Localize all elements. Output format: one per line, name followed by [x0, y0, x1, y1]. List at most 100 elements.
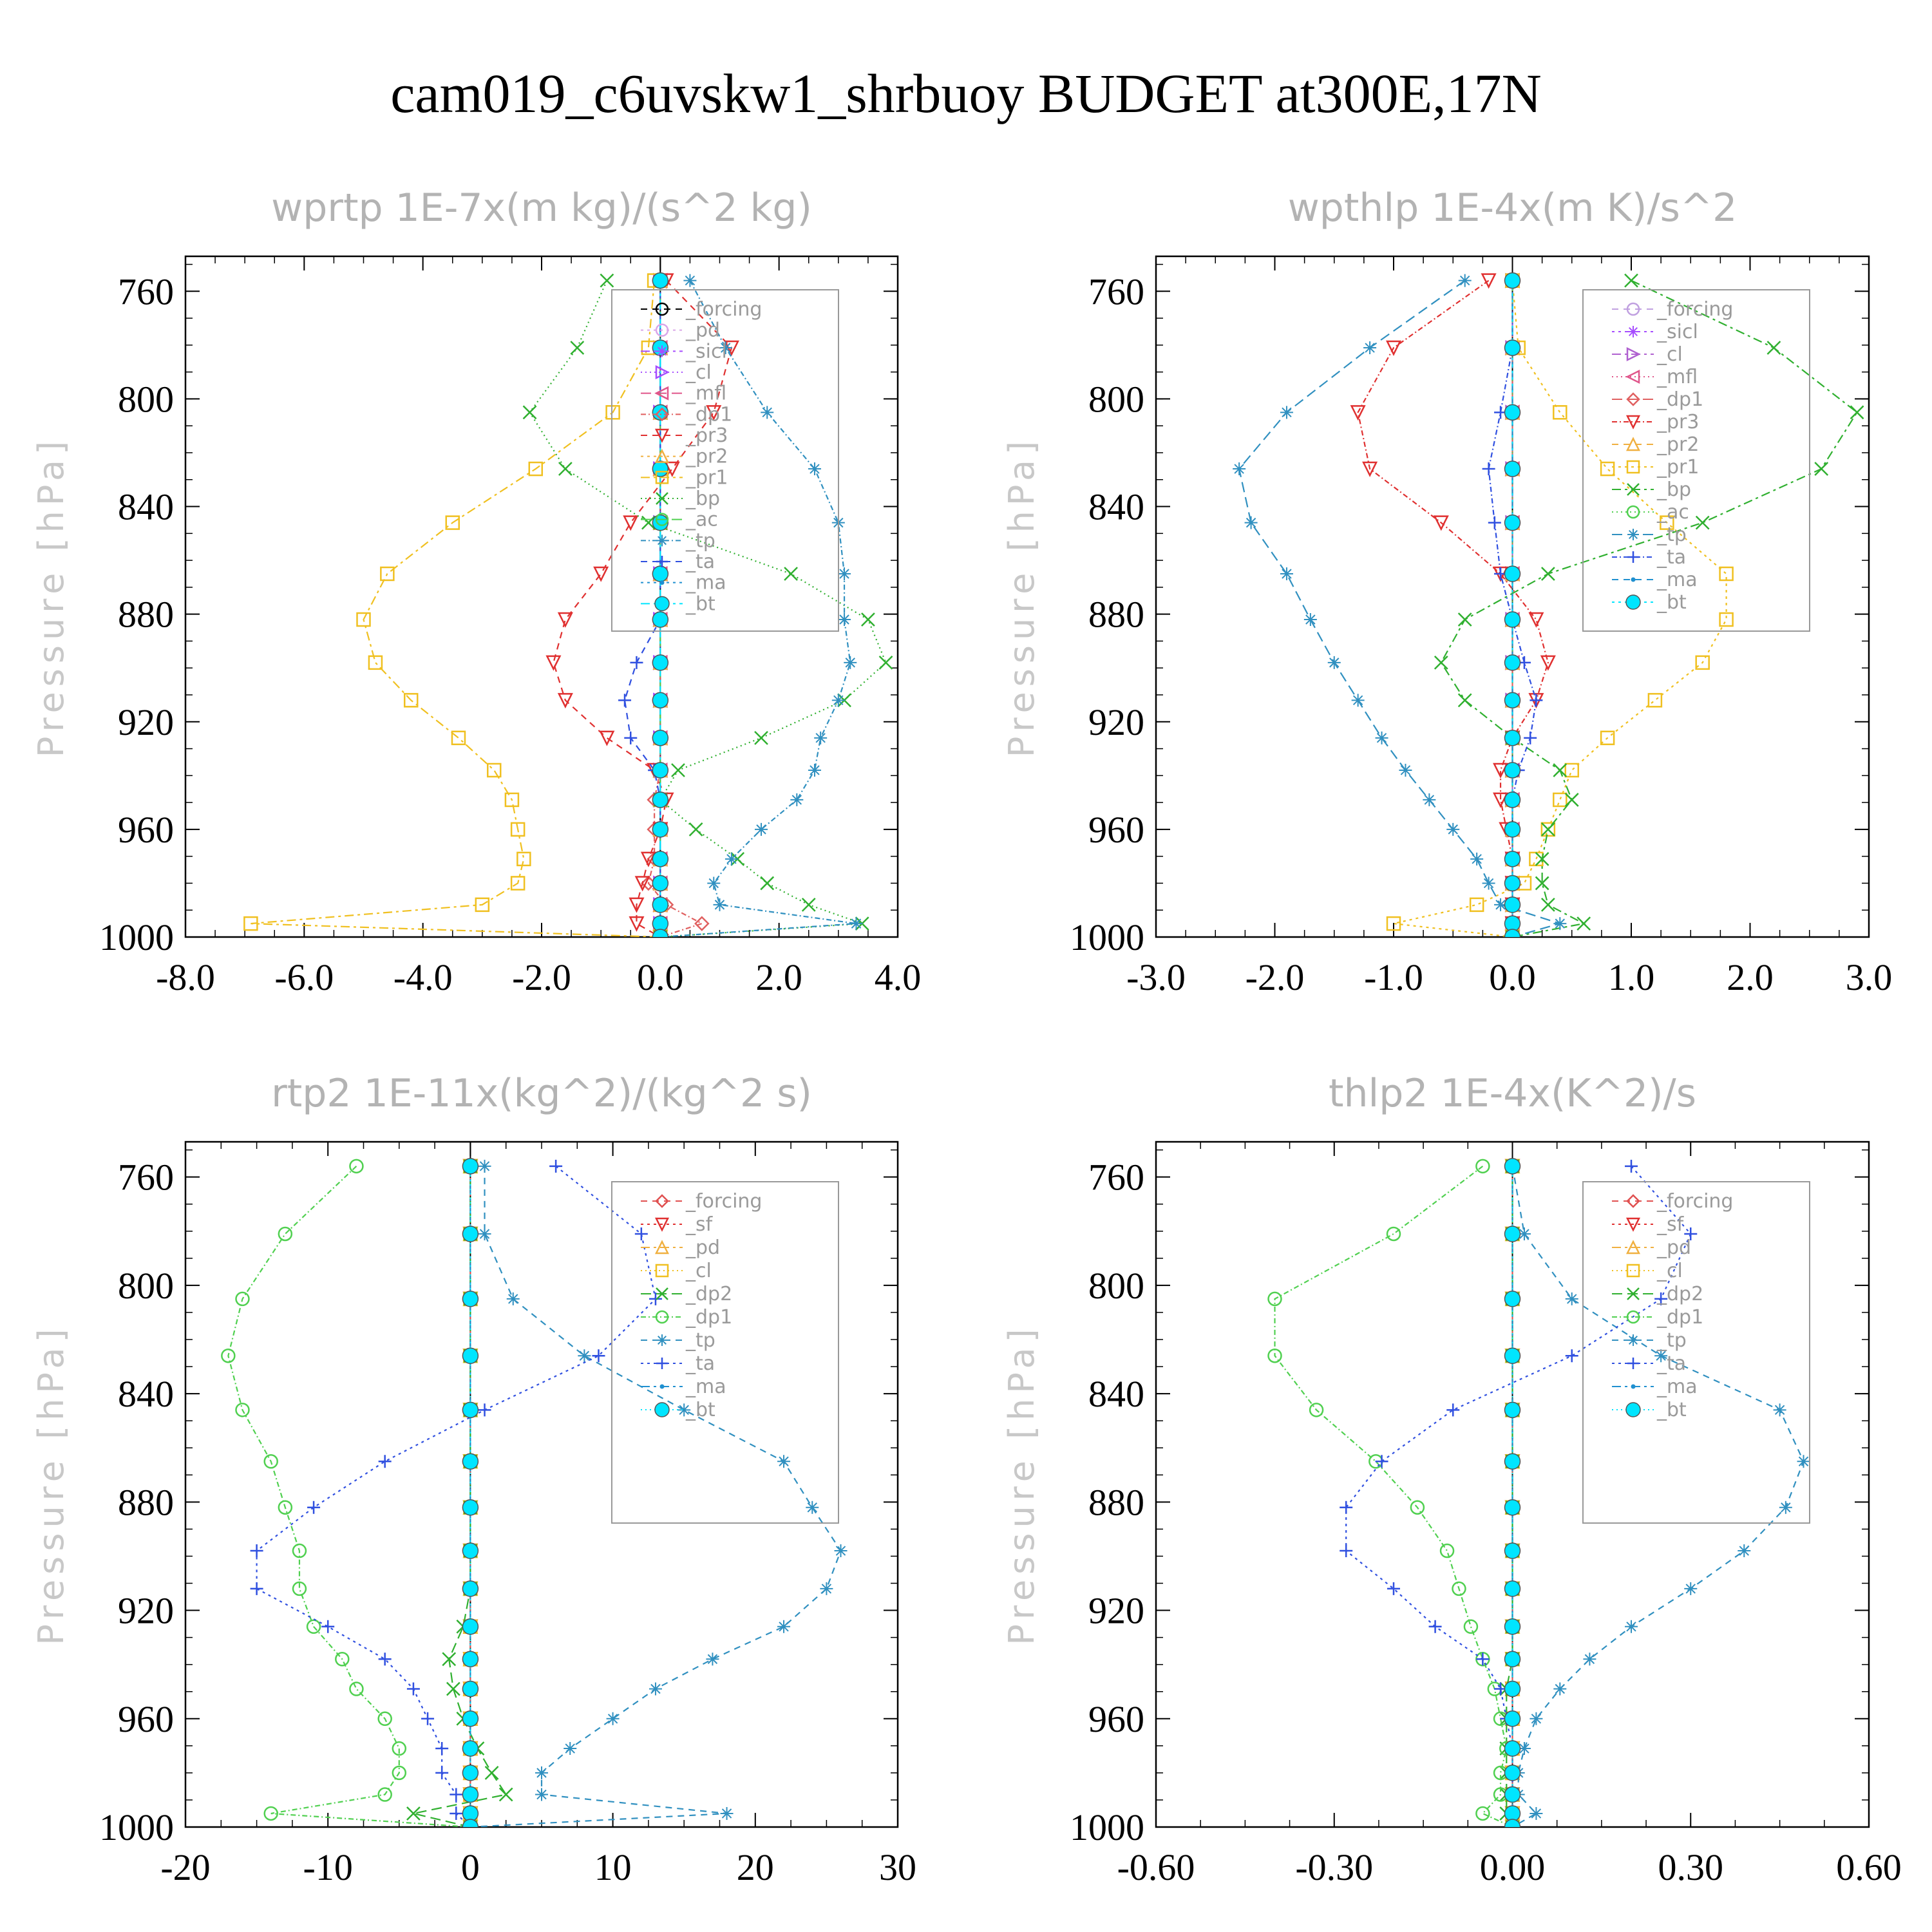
- series-dp1-line: [1274, 1165, 1513, 1827]
- legend-marker: [656, 1287, 668, 1300]
- series-tp-point: [1423, 793, 1436, 806]
- legend-label: _bt: [685, 592, 715, 615]
- series-bp-point: [1564, 793, 1579, 807]
- series-bt-point: [462, 1226, 479, 1242]
- legend-item: _ac: [1612, 501, 1689, 524]
- series-ta-point: [649, 1292, 662, 1305]
- series-pr3-point: [706, 405, 722, 421]
- legend-label: _ma: [1656, 569, 1698, 591]
- series-tp-point: [820, 1582, 833, 1595]
- y-axis-label: Pressure [hPa]: [1001, 436, 1042, 757]
- x-tick-label: 0.30: [1658, 1846, 1724, 1888]
- series-bt-point: [462, 1347, 479, 1364]
- series-pr1-point: [605, 405, 620, 420]
- series-bt-point: [1504, 929, 1521, 937]
- y-tick-label: 1000: [1070, 916, 1144, 958]
- legend-marker: [1625, 415, 1641, 430]
- series-dp1-point: [235, 1403, 250, 1417]
- legend-marker: [1627, 551, 1639, 563]
- series-pr3-point: [545, 655, 562, 671]
- series-ta-point: [618, 694, 632, 707]
- series-pr1-point: [528, 461, 544, 477]
- y-tick-label: 920: [118, 1590, 174, 1632]
- y-tick-label: 920: [1088, 1590, 1144, 1632]
- legend-item: _ma: [1612, 1376, 1698, 1398]
- y-tick-label: 920: [1088, 701, 1144, 743]
- series-ta-point: [478, 1403, 491, 1417]
- y-tick-label: 960: [118, 809, 174, 851]
- series-pr1-point: [510, 822, 526, 837]
- series-tp-point: [831, 694, 845, 707]
- series-tp-point: [838, 613, 851, 627]
- series-tp-point: [1363, 341, 1377, 355]
- series-pr1-line: [1393, 280, 1727, 937]
- legend-item: _bp: [1612, 478, 1691, 501]
- series-pr3-point: [1493, 762, 1509, 779]
- series-bt-point: [652, 821, 669, 838]
- series-bt-point: [652, 514, 669, 531]
- series-tp-point: [808, 462, 821, 476]
- legend-item: _pr3: [641, 424, 728, 447]
- legend-item: _bt: [1612, 591, 1687, 614]
- series-bt-point: [462, 1618, 479, 1635]
- legend-box: [611, 1181, 839, 1524]
- panel-title: wprtp 1E-7x(m kg)/(s^2 kg): [271, 185, 812, 231]
- series-dp1-point: [1267, 1291, 1282, 1307]
- series-ta-point: [1387, 1582, 1400, 1595]
- x-tick-label: -3.0: [1126, 956, 1186, 998]
- legend-label: _sicl: [1656, 321, 1698, 343]
- legend-marker: [1626, 392, 1640, 406]
- series-tp-point: [1625, 1620, 1638, 1633]
- series-tp-point: [1446, 822, 1460, 836]
- series-bp-point: [1540, 897, 1555, 912]
- series-dp1-point: [263, 1454, 278, 1469]
- series-pr3-point: [599, 730, 615, 746]
- series-bt-point: [1504, 514, 1521, 531]
- x-tick-label: 0.60: [1836, 1846, 1902, 1888]
- series-pr3-point: [1385, 340, 1402, 356]
- x-tick-label: 3.0: [1846, 956, 1893, 998]
- series-pr3-point: [1350, 405, 1366, 421]
- series-tp-point: [1351, 694, 1365, 707]
- series-ta-point: [1340, 1544, 1353, 1558]
- series-bp-point: [1850, 405, 1864, 420]
- legend-label: _tp: [685, 1329, 715, 1352]
- series-dp1-point: [278, 1226, 293, 1242]
- legend-label: _sicl: [685, 340, 727, 363]
- x-tick-label: 0.00: [1480, 1846, 1546, 1888]
- series-bt-point: [462, 1819, 479, 1827]
- series-bt-point: [1504, 460, 1521, 477]
- series-tp-point: [1517, 1742, 1531, 1756]
- series-bp-point: [801, 897, 816, 912]
- series-ta-line: [256, 1165, 657, 1827]
- series-tp-point: [1233, 462, 1246, 476]
- series-bt-point: [1504, 1710, 1521, 1727]
- series-ta-point: [1482, 462, 1495, 476]
- series-tp-point: [777, 1455, 791, 1468]
- legend-label: _cl: [685, 361, 712, 384]
- series-bt-point: [1504, 791, 1521, 808]
- legend-item: _pd: [641, 1236, 720, 1259]
- x-tick-label: 10: [594, 1846, 632, 1888]
- legend-marker: [655, 1264, 669, 1278]
- legend-label: _bt: [1656, 1399, 1687, 1421]
- series-bt-point: [462, 1680, 479, 1698]
- legend-marker: [654, 1402, 670, 1417]
- legend-item: _dp2: [641, 1283, 732, 1305]
- legend-box: [1582, 1181, 1810, 1524]
- series-pr1-point: [516, 851, 531, 867]
- series-pr1-point: [1553, 405, 1567, 420]
- series-bt-point: [1504, 1765, 1521, 1781]
- series-pr1-point: [1647, 693, 1663, 708]
- series-bp-point: [570, 341, 585, 355]
- legend-label: _mfl: [685, 383, 726, 405]
- series-bp-point: [784, 567, 798, 581]
- legend-marker: [655, 407, 669, 422]
- series-tp-point: [790, 793, 804, 806]
- series-dp1-point: [1475, 1159, 1490, 1174]
- legend-item: _cl: [641, 1260, 712, 1282]
- legend-label: _pr1: [685, 466, 728, 489]
- series-bt-point: [462, 1453, 479, 1470]
- series-bt-point: [462, 1740, 479, 1757]
